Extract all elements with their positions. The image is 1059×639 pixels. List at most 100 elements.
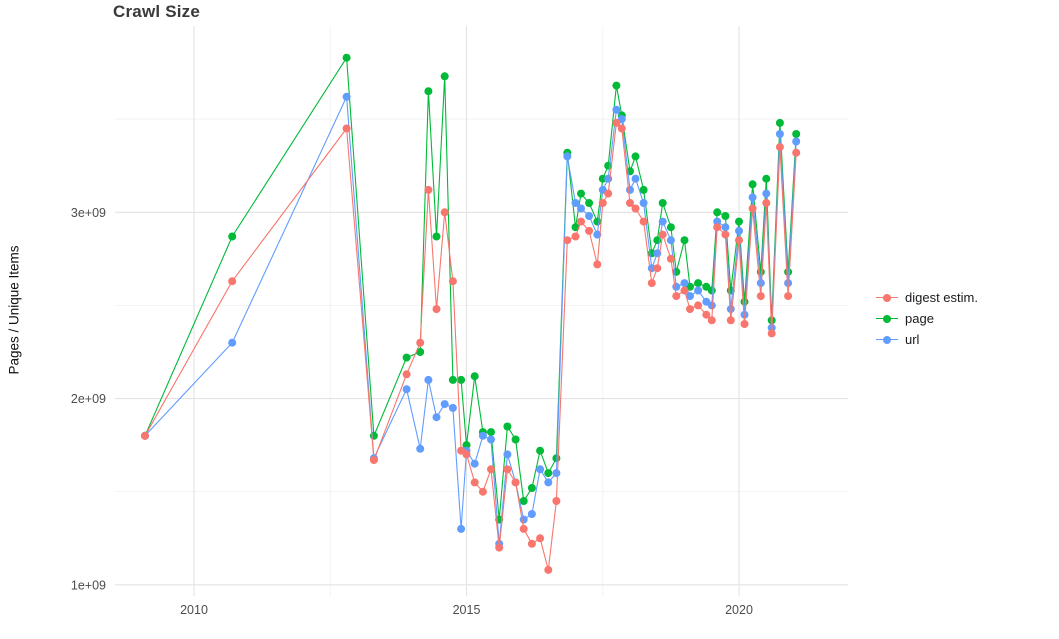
chart-title: Crawl Size <box>113 2 201 21</box>
series-page-point <box>694 279 703 288</box>
series-url-point <box>552 469 561 478</box>
series-page-point <box>762 174 771 183</box>
y-tick-label: 2e+09 <box>71 392 106 406</box>
series-page-point <box>585 199 594 207</box>
series-digest-estim-point <box>342 124 351 133</box>
series-page-point <box>432 232 441 241</box>
series-digest-estim-point <box>666 254 675 263</box>
legend-marker-digest-estim-icon <box>876 291 898 305</box>
legend-item-page: page <box>876 308 978 329</box>
grid-minor <box>115 26 848 596</box>
series-url-point <box>544 478 553 487</box>
series-page-point <box>713 208 722 217</box>
x-tick-label: 2015 <box>453 603 481 617</box>
legend-item-digest-estim: digest estim. <box>876 287 978 308</box>
series-page-point <box>470 372 479 381</box>
series-url-point <box>680 279 689 288</box>
series-url-point <box>487 435 495 444</box>
series-url-point <box>478 431 487 440</box>
series-digest-estim-point <box>527 539 536 548</box>
series-digest-estim-point <box>571 232 580 241</box>
series-digest-estim-point <box>726 316 735 325</box>
series-url-point <box>726 305 735 314</box>
series-url-point <box>402 385 411 394</box>
series-url-point <box>448 403 457 412</box>
y-tick-label: 1e+09 <box>71 578 106 592</box>
series-url-point <box>631 174 640 183</box>
series-digest-estim-point <box>141 431 149 440</box>
axis-tick-labels: 1e+09 2e+09 3e+09 2010 2015 2020 <box>71 206 753 617</box>
series-page-point <box>416 348 425 356</box>
series-page-point <box>666 223 675 232</box>
series-page-point <box>792 130 801 138</box>
series-digest-estim-point <box>369 456 378 464</box>
series-digest-estim-point <box>432 305 441 314</box>
series-digest-estim-point <box>784 292 793 301</box>
series-url-point <box>527 510 536 518</box>
series-url-point <box>784 279 793 288</box>
series-digest-estim-point <box>612 118 621 127</box>
series-url-point <box>228 338 237 347</box>
y-axis-title: Pages / Unique Items <box>6 245 22 375</box>
series-digest-estim-point <box>639 217 648 226</box>
series-digest-estim-point <box>598 199 607 207</box>
series-digest-estim-point <box>775 143 784 152</box>
series-digest-estim-point <box>617 124 626 133</box>
series-digest-estim-point <box>416 338 425 347</box>
series-digest-estim-point <box>604 189 613 198</box>
series-digest-estim-line <box>144 121 797 571</box>
legend-item-url: url <box>876 329 978 350</box>
legend-dot-icon <box>883 293 891 302</box>
series-digest-estim-point <box>424 185 433 194</box>
series-url-point <box>519 515 528 524</box>
series-url-line <box>144 94 797 544</box>
series-digest-estim-point <box>585 226 594 235</box>
grid-major <box>115 26 848 596</box>
y-tick-label: 3e+09 <box>71 206 106 220</box>
series-url-point <box>342 92 351 101</box>
series-digest-estim-point <box>653 264 662 273</box>
series-url-point <box>672 282 681 291</box>
legend-label: page <box>905 311 934 326</box>
series-page-point <box>448 375 457 384</box>
series-url-point <box>756 279 765 288</box>
series-digest-estim-point <box>702 310 711 319</box>
series-digest-estim-point <box>478 487 487 496</box>
series-digest-estim-point <box>519 524 528 533</box>
series-page-point <box>721 212 730 220</box>
series-digest-estim-point <box>495 543 504 552</box>
series-digest-estim-point <box>593 260 602 269</box>
series-page-point <box>707 286 716 295</box>
series-page-point <box>487 428 495 437</box>
series-page-point <box>658 199 667 207</box>
series-page-point <box>228 232 237 241</box>
series-page-point <box>462 441 471 450</box>
x-tick-label: 2020 <box>725 603 753 617</box>
legend-label: url <box>905 332 920 347</box>
series-url-point <box>707 301 716 310</box>
series-url-point <box>748 193 757 202</box>
series-page-point <box>577 189 585 198</box>
legend-dot-icon <box>883 314 891 323</box>
series-url-point <box>658 217 667 226</box>
series-page-point <box>503 422 512 431</box>
series-page-point <box>639 185 648 194</box>
series-url-point <box>536 465 545 474</box>
series-page-point <box>631 152 640 161</box>
series-digest-estim-point <box>713 223 722 232</box>
series-url-point <box>503 450 512 459</box>
series-url-point <box>666 236 675 245</box>
series-url-point <box>577 204 585 213</box>
series-url-point <box>585 212 594 220</box>
series-url-point <box>612 105 621 114</box>
series-url-point <box>686 292 694 301</box>
series-url-point <box>735 226 743 235</box>
series-url-point <box>416 444 425 453</box>
series-digest-estim-point <box>792 148 801 157</box>
series-page-point <box>740 297 749 306</box>
series-page-point <box>527 484 536 492</box>
series-url-point <box>424 375 433 384</box>
series-page-point <box>593 217 602 226</box>
series-page-point <box>424 87 433 96</box>
